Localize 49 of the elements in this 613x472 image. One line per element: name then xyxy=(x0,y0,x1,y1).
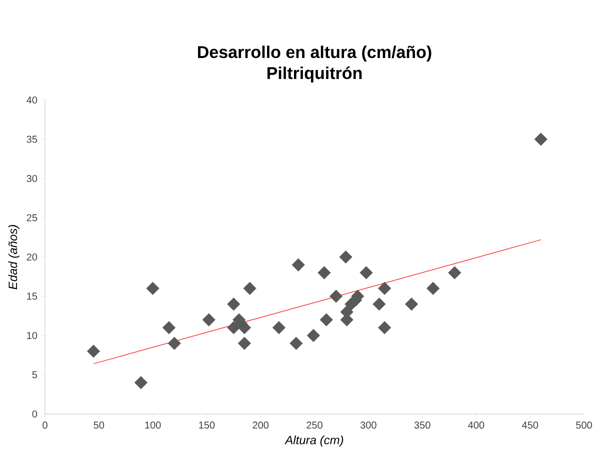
x-tick-label: 400 xyxy=(468,422,484,429)
point xyxy=(162,321,176,334)
y-tick-label: 40 xyxy=(26,96,38,104)
x-tick-label: 150 xyxy=(199,422,215,429)
point xyxy=(146,282,160,295)
x-tick-label: 0 xyxy=(42,422,48,429)
y-tick-label: 20 xyxy=(26,253,38,261)
point xyxy=(292,258,305,272)
x-tick-label: 100 xyxy=(145,422,161,429)
point xyxy=(202,313,216,326)
x-tick-label: 200 xyxy=(252,422,269,429)
point xyxy=(320,313,333,326)
y-tick-label: 30 xyxy=(26,174,38,182)
point xyxy=(448,266,462,280)
point xyxy=(272,321,286,334)
point xyxy=(306,328,320,342)
point xyxy=(227,298,240,311)
point xyxy=(134,376,148,390)
y-axis-title: Edad (años) xyxy=(8,225,20,290)
x-tick-label: 500 xyxy=(576,422,592,429)
y-tick-label: 0 xyxy=(32,410,38,418)
point xyxy=(378,321,392,334)
y-tick-label: 5 xyxy=(32,371,38,378)
point xyxy=(318,266,331,280)
x-axis-title: Altura (cm) xyxy=(284,435,344,447)
point xyxy=(168,336,181,350)
point xyxy=(290,336,303,350)
point xyxy=(238,336,251,350)
point xyxy=(339,250,352,264)
point xyxy=(360,266,373,280)
point xyxy=(243,282,256,295)
chart-title: Desarrollo en altura (cm/año) xyxy=(198,46,432,62)
x-tick-label: 450 xyxy=(522,422,538,429)
y-tick-label: 15 xyxy=(27,292,38,300)
point xyxy=(404,298,418,311)
point xyxy=(534,132,548,146)
point xyxy=(372,298,386,311)
point xyxy=(378,282,392,295)
point xyxy=(86,344,100,358)
point xyxy=(329,290,343,303)
x-tick-label: 250 xyxy=(306,422,322,429)
y-tick-label: 10 xyxy=(27,332,38,340)
point xyxy=(426,282,440,295)
chart-subtitle: Piltriquitrón xyxy=(267,66,362,82)
x-tick-label: 300 xyxy=(360,422,376,429)
x-tick-label: 50 xyxy=(94,422,104,429)
y-tick-label: 35 xyxy=(26,136,38,143)
x-tick-label: 350 xyxy=(414,422,430,429)
y-tick-label: 25 xyxy=(26,214,38,222)
